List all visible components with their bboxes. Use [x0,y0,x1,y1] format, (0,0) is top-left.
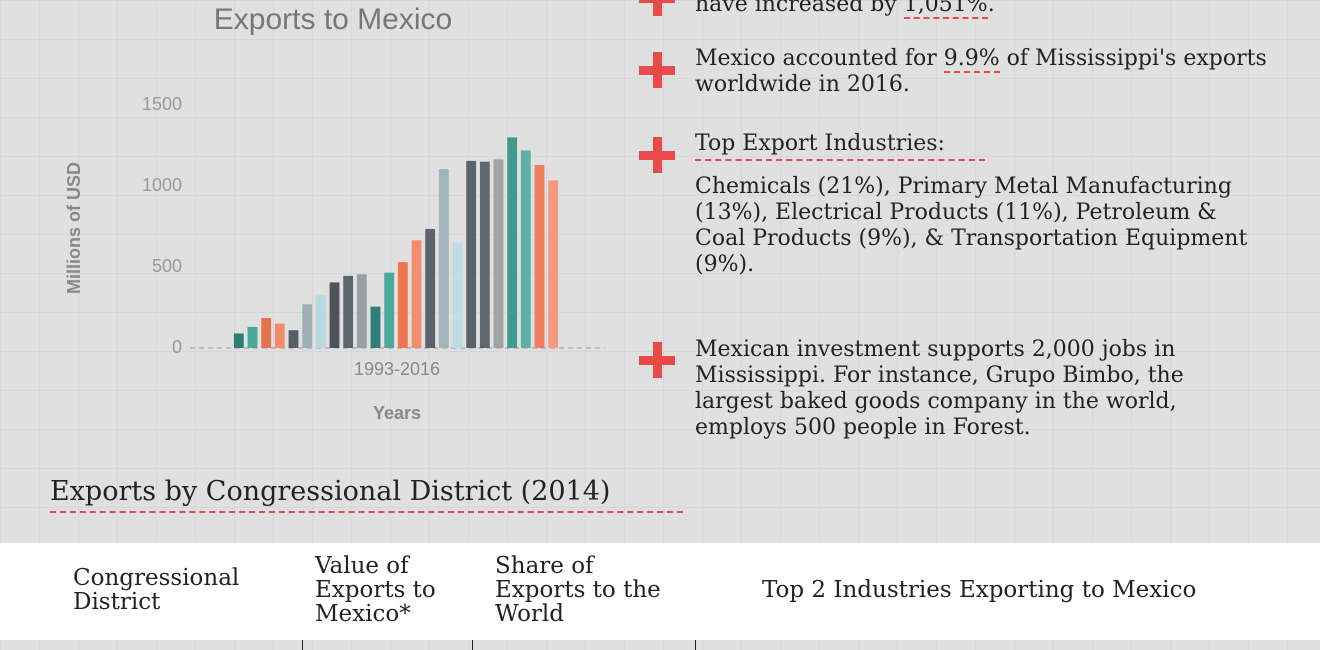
column-divider [472,640,473,650]
text: . [987,0,995,17]
bar [466,160,477,348]
column-divider [695,640,696,650]
bar [247,326,258,348]
bar [370,306,381,348]
chart: Exports to Mexico Millions of USD 1993-2… [64,3,605,423]
plus-icon [637,340,677,380]
bar [274,323,285,348]
bar [425,228,436,348]
text: of Mississippi's exports worldwide in 20… [695,46,1267,97]
bar [520,150,531,348]
plus-icon [637,135,677,175]
y-axis-label: Millions of USD [64,162,84,294]
bar [548,180,559,348]
bullet-text: Mexico accounted for 9.9% of Mississippi… [695,46,1295,98]
bar [507,137,518,348]
bar [452,242,463,348]
section-title: Exports by Congressional District (2014) [50,476,683,513]
y-tick-label: 500 [152,256,182,276]
bar [302,304,313,348]
bullet-text: Mexican investment supports 2,000 jobs i… [695,337,1184,440]
bar [343,275,354,348]
bar [384,272,395,348]
column-header: Congressional District [73,565,240,615]
bullet-heading: Top Export Industries: [695,131,985,161]
highlight: 1,051% [903,0,988,19]
bar [534,164,545,348]
bar [479,161,490,348]
column-header: Share of Exports to the World [495,553,661,627]
column-divider [302,640,303,650]
y-tick-label: 0 [172,337,182,357]
bar [356,274,367,348]
bar [411,240,422,348]
bar [329,282,340,348]
table-header: Congressional District Value of Exports … [0,543,1320,640]
column-header: Value of Exports to Mexico* [315,553,436,627]
bar [233,333,244,348]
column-header: Top 2 Industries Exporting to Mexico [762,577,1197,603]
text: Mexico accounted for [695,46,944,71]
bullet-text: have increased by 1,051%. [695,0,995,19]
y-tick-label: 1500 [142,94,182,114]
x-range-label: 1993-2016 [354,359,440,379]
y-tick-label: 1000 [142,175,182,195]
highlight: 9.9% [943,46,1000,73]
bar [261,318,272,348]
x-axis-label: Years [373,403,421,423]
bar [397,262,408,348]
bar [315,295,326,348]
plus-icon [637,50,677,90]
chart-title: Exports to Mexico [214,3,452,36]
bullet-text: Chemicals (21%), Primary Metal Manufactu… [695,174,1248,277]
bar [493,159,504,348]
bar [438,168,449,348]
bar [288,330,299,348]
text: have increased by [695,0,904,17]
plus-icon [637,0,677,18]
